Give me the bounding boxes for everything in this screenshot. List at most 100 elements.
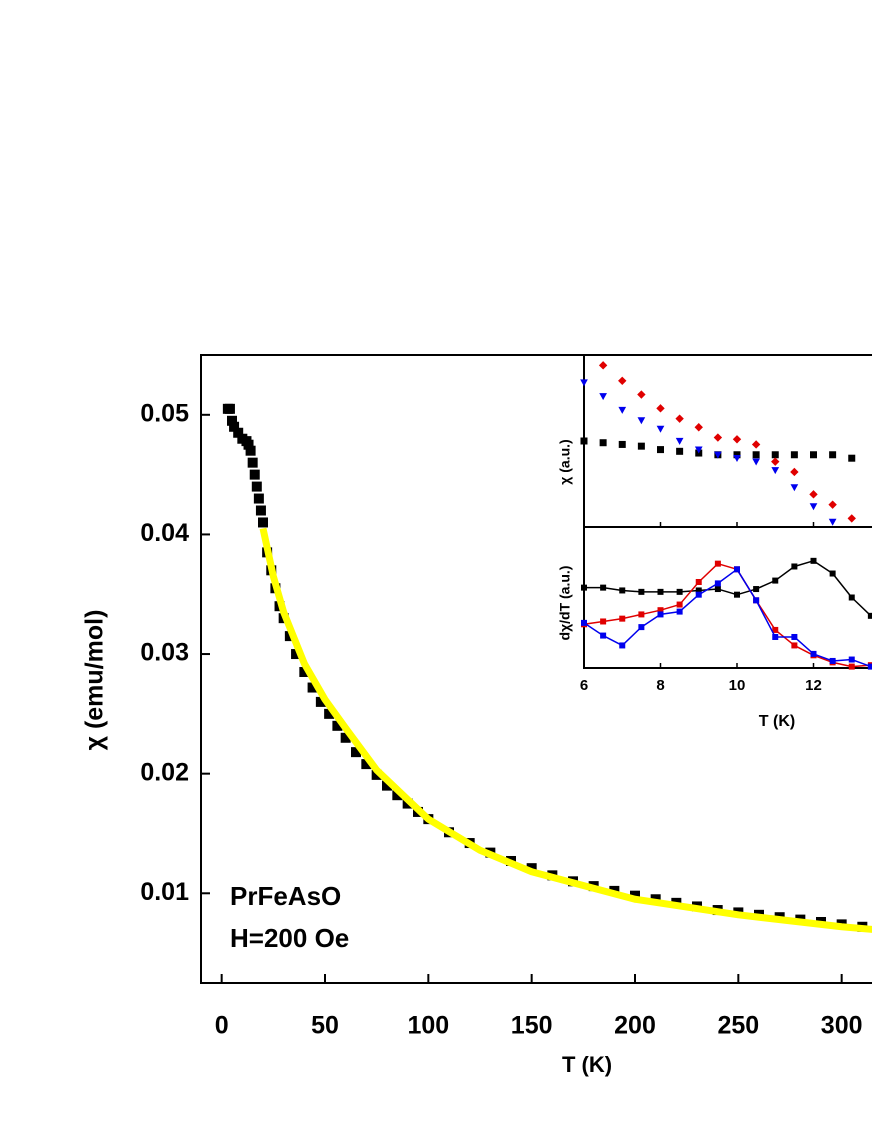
data-point — [732, 435, 742, 444]
data-point — [243, 439, 254, 450]
data-point — [392, 790, 403, 801]
data-point — [598, 361, 608, 370]
data-point — [790, 451, 798, 459]
x-tick-label: 200 — [614, 1012, 656, 1040]
data-point — [714, 580, 721, 587]
data-point — [810, 650, 817, 657]
x-tick-label: 100 — [407, 1012, 449, 1040]
data-point — [695, 591, 702, 598]
data-point — [828, 500, 837, 509]
data-point — [581, 584, 587, 591]
data-point — [656, 404, 665, 413]
data-point — [676, 588, 683, 595]
y-tick-label: 0.03 — [140, 639, 189, 667]
data-point — [867, 612, 872, 619]
data-point — [638, 624, 645, 631]
data-point — [848, 656, 855, 663]
data-point — [600, 584, 607, 591]
annotation: H=200 Oe — [230, 923, 349, 953]
data-point — [714, 560, 721, 567]
data-point — [734, 566, 740, 573]
data-point — [324, 708, 335, 719]
data-point — [224, 403, 235, 414]
data-point — [790, 484, 799, 492]
data-point — [733, 455, 741, 463]
x-tick-label: 250 — [717, 1012, 759, 1040]
data-point — [791, 642, 798, 649]
data-point — [771, 457, 780, 466]
data-point — [258, 517, 268, 528]
data-point — [828, 518, 837, 526]
data-point — [315, 696, 326, 707]
series-line — [259, 527, 872, 933]
data-point — [618, 406, 627, 414]
x-tick-label: 0 — [215, 1012, 229, 1040]
data-point — [332, 720, 343, 731]
data-point — [600, 632, 607, 639]
x-axis-label: T (K) — [562, 1052, 612, 1077]
y-tick-label: 0.01 — [140, 878, 189, 906]
data-point — [810, 451, 817, 459]
data-point — [848, 594, 855, 601]
data-point — [619, 587, 626, 594]
data-point — [249, 469, 260, 480]
data-point — [657, 588, 664, 595]
x-tick-label: 10 — [729, 677, 746, 694]
data-point — [771, 467, 780, 475]
y-axis-label: χ (a.u.) — [557, 439, 573, 484]
x-tick-label: 8 — [656, 677, 664, 694]
x-tick-label: 300 — [821, 1012, 863, 1040]
data-point — [753, 586, 760, 593]
data-point — [637, 442, 645, 450]
data-point — [694, 446, 703, 454]
x-tick-label: 150 — [511, 1012, 553, 1040]
plot-frame — [583, 526, 872, 669]
data-point — [810, 557, 817, 564]
data-point — [771, 451, 779, 459]
data-point — [809, 503, 818, 511]
data-point — [637, 390, 646, 399]
data-point — [340, 732, 351, 743]
data-point — [847, 514, 856, 523]
data-point — [772, 577, 779, 584]
data-point — [656, 425, 665, 433]
data-point — [790, 467, 799, 477]
data-point — [657, 607, 664, 614]
data-point — [848, 663, 855, 670]
x-tick-label: 6 — [580, 677, 588, 694]
data-point — [600, 618, 607, 625]
data-point — [867, 663, 872, 670]
data-point — [618, 440, 626, 448]
data-point — [676, 447, 684, 455]
data-point — [694, 423, 703, 432]
y-tick-label: 0.02 — [140, 758, 189, 786]
data-point — [247, 457, 258, 468]
y-axis-label: χ (emu/mol) — [81, 610, 109, 751]
data-point — [253, 493, 264, 504]
data-point — [772, 633, 779, 640]
data-point — [580, 437, 588, 445]
x-axis-label: T (K) — [759, 713, 795, 730]
data-point — [734, 591, 740, 598]
data-point — [638, 588, 645, 595]
data-point — [233, 427, 244, 438]
data-point — [251, 481, 262, 492]
data-point — [695, 587, 702, 594]
data-point — [581, 619, 587, 626]
data-point — [829, 657, 836, 664]
data-point — [227, 415, 237, 426]
data-point — [291, 649, 302, 660]
data-point — [809, 490, 818, 499]
data-point — [752, 458, 760, 466]
data-point — [676, 601, 683, 608]
data-point — [829, 451, 837, 459]
data-point — [637, 417, 646, 425]
data-point — [229, 421, 240, 432]
x-tick-label: 12 — [805, 677, 822, 694]
data-point — [657, 446, 664, 454]
data-point — [753, 597, 760, 604]
data-point — [580, 379, 588, 387]
data-point — [599, 393, 607, 401]
